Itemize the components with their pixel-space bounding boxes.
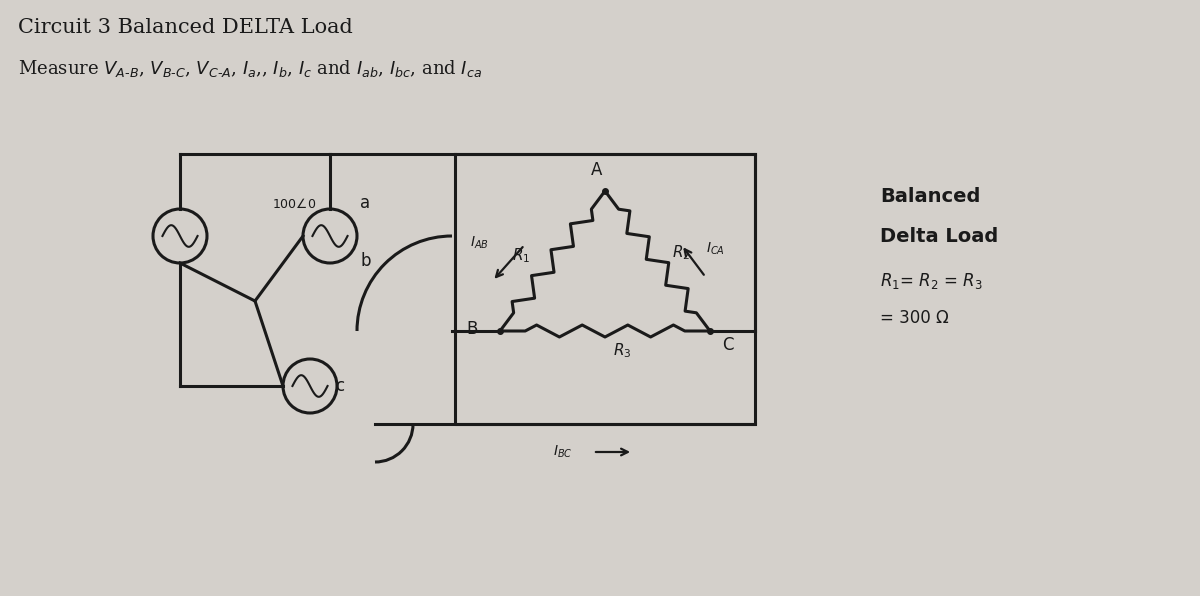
Text: A: A xyxy=(592,161,602,179)
Text: = 300 Ω: = 300 Ω xyxy=(880,309,949,327)
Text: Balanced: Balanced xyxy=(880,187,980,206)
Text: Circuit 3 Balanced DELTA Load: Circuit 3 Balanced DELTA Load xyxy=(18,18,353,37)
Text: Measure $V_{A\text{-}B}$, $V_{B\text{-}C}$, $V_{C\text{-}A}$, $I_{a}$,, $I_{b}$,: Measure $V_{A\text{-}B}$, $V_{B\text{-}C… xyxy=(18,58,482,79)
Text: B: B xyxy=(467,320,478,338)
Text: Delta Load: Delta Load xyxy=(880,226,998,246)
Text: $R_2$: $R_2$ xyxy=(672,244,691,262)
Text: $R_3$: $R_3$ xyxy=(613,342,631,361)
Text: $R_1$: $R_1$ xyxy=(512,247,530,265)
Text: $I_{BC}$: $I_{BC}$ xyxy=(553,444,572,460)
Text: $R_1$= $R_2$ = $R_3$: $R_1$= $R_2$ = $R_3$ xyxy=(880,271,983,291)
Text: $I_{AB}$: $I_{AB}$ xyxy=(470,235,490,251)
Text: b: b xyxy=(360,252,371,270)
Text: $100\angle0$: $100\angle0$ xyxy=(272,197,316,211)
Text: C: C xyxy=(722,336,733,354)
Text: c: c xyxy=(335,377,344,395)
Text: a: a xyxy=(360,194,370,212)
Text: $I_{CA}$: $I_{CA}$ xyxy=(706,241,725,257)
